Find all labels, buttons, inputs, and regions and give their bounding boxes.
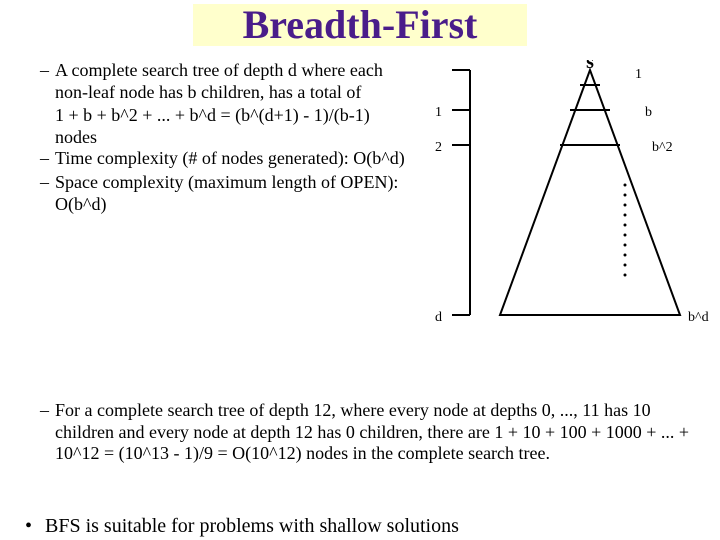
bullet-text-3: Space complexity (maximum length of OPEN… <box>55 172 410 215</box>
right-label-b: b <box>645 105 652 120</box>
dash-icon: – <box>40 400 55 465</box>
depth-1-label: 1 <box>435 105 442 120</box>
bullet-text-1: A complete search tree of depth d where … <box>55 60 410 103</box>
bullet-item-2: – Time complexity (# of nodes generated)… <box>40 148 410 170</box>
figure-column: 1 2 d s 1 b b^2 b^d <box>420 60 710 355</box>
dash-icon: – <box>40 60 55 103</box>
dash-icon: – <box>40 172 55 215</box>
final-bullet-text: BFS is suitable for problems with shallo… <box>45 515 459 538</box>
lower-paragraph: – For a complete search tree of depth 12… <box>40 400 700 465</box>
apex-label-s: s <box>586 60 594 73</box>
lower-bullet: – For a complete search tree of depth 12… <box>40 400 700 465</box>
bullet-item-1: – A complete search tree of depth d wher… <box>40 60 410 103</box>
lower-bullet-text: For a complete search tree of depth 12, … <box>55 400 700 465</box>
bullet-icon: • <box>25 515 45 538</box>
right-label-bd: b^d <box>688 310 709 325</box>
slide-title: Breadth-First <box>193 4 528 46</box>
final-bullet: • BFS is suitable for problems with shal… <box>25 515 700 538</box>
top-row: – A complete search tree of depth d wher… <box>0 55 720 355</box>
title-band: Breadth-First <box>0 4 720 46</box>
right-label-b2: b^2 <box>652 140 673 155</box>
right-label-1: 1 <box>635 67 642 82</box>
ellipsis-dots <box>624 184 627 277</box>
tree-triangle <box>500 70 680 315</box>
slide: Breadth-First – A complete search tree o… <box>0 0 720 540</box>
bullet-text-2: Time complexity (# of nodes generated): … <box>55 148 405 170</box>
slide-body: – A complete search tree of depth d wher… <box>0 55 720 540</box>
bullet-item-3: – Space complexity (maximum length of OP… <box>40 172 410 215</box>
depth-d-label: d <box>435 310 442 325</box>
bullet-text-1-extra: 1 + b + b^2 + ... + b^d = (b^(d+1) - 1)/… <box>40 105 410 148</box>
tree-diagram: 1 2 d s 1 b b^2 b^d <box>420 60 720 350</box>
depth-2-label: 2 <box>435 140 442 155</box>
dash-icon: – <box>40 148 55 170</box>
left-text-column: – A complete search tree of depth d wher… <box>40 60 420 355</box>
